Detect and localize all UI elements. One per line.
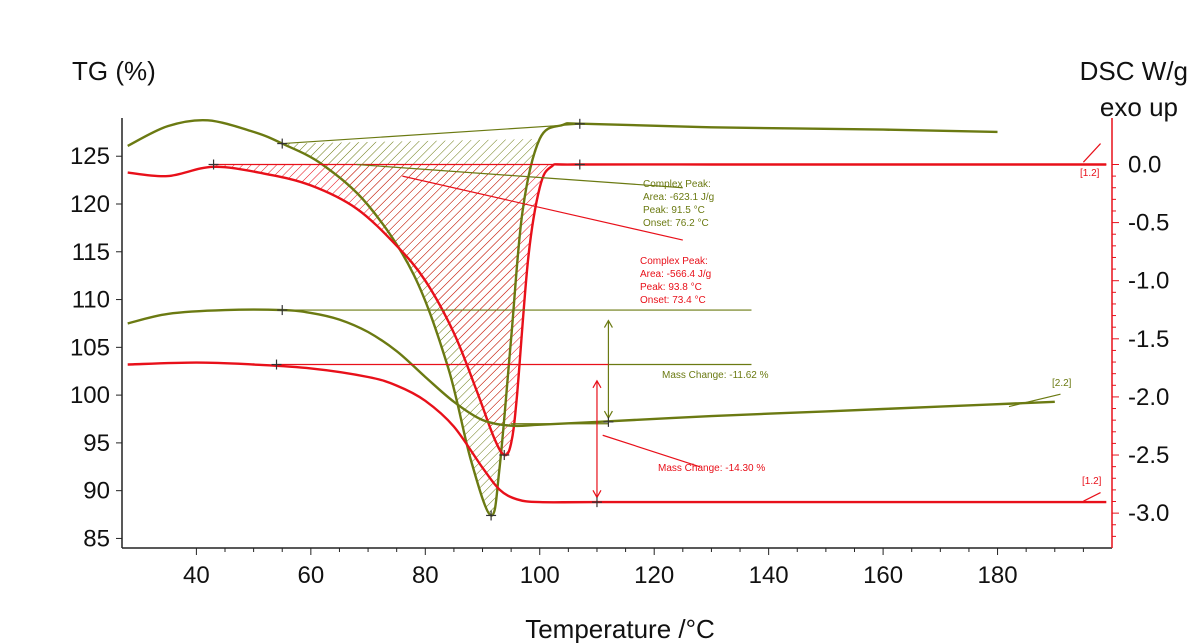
x-tick-label: 120: [634, 562, 674, 589]
olive-peak-baseline: [282, 123, 586, 145]
x-axis-label: Temperature /°C: [525, 614, 715, 643]
y-left-tick-label: 100: [70, 382, 110, 409]
y-left-label: TG (%): [72, 56, 156, 86]
red-peak-area: Area: -566.4 J/g: [640, 269, 711, 280]
y-left-tick-label: 115: [72, 239, 110, 266]
axes: 40 60 80 100 120 140 160 180 125 120 115 110 105 100 9…: [70, 118, 1169, 589]
red-tg-tag: [1.2]: [1082, 476, 1102, 487]
red-peak-peak: Peak: 93.8 °C: [640, 282, 702, 293]
y-right-tick-label: -1.5: [1128, 326, 1169, 353]
x-tick-label: 100: [520, 562, 560, 589]
y-left-tick-label: 90: [83, 478, 110, 505]
y-right-tick-label: -2.0: [1128, 384, 1169, 411]
x-tick-label: 80: [412, 562, 439, 589]
olive-mass-change: Mass Change: -11.62 %: [662, 370, 769, 381]
peak-hatch-areas: [213, 138, 575, 516]
y-left-tick-label: 85: [83, 525, 110, 552]
red-mass-leader: [602, 434, 701, 468]
red-peak-annotation: Complex Peak: Area: -566.4 J/g Peak: 93.…: [640, 256, 711, 306]
x-tick-label: 160: [863, 562, 903, 589]
red-tg-line: [127, 361, 1107, 504]
olive-tg-tag: [2.2]: [1052, 378, 1072, 389]
y-right-tick-label: -2.5: [1128, 442, 1169, 469]
y-right-tick-label: -0.5: [1128, 210, 1169, 237]
olive-peak-annotation: Complex Peak: Area: -623.1 J/g Peak: 91.…: [643, 179, 714, 229]
olive-peak-peak: Peak: 91.5 °C: [643, 205, 705, 216]
x-tick-label: 60: [297, 562, 324, 589]
red-dsc-tag-leader: [1082, 143, 1101, 163]
olive-dsc-line: [127, 118, 998, 517]
y-right-tick-label: 0.0: [1128, 151, 1161, 178]
y-left-tick-label: 120: [70, 191, 110, 218]
olive-peak-area: Area: -623.1 J/g: [643, 192, 714, 203]
red-peak-hatch: [213, 164, 575, 456]
y-left-tick-label: 95: [83, 430, 110, 457]
x-tick-label: 140: [749, 562, 789, 589]
red-peak-onset: Onset: 73.4 °C: [640, 295, 706, 306]
olive-peak-leader: [356, 163, 683, 189]
mass-arrowhead: [603, 319, 613, 328]
red-peak-title: Complex Peak:: [640, 256, 708, 267]
x-tick-label: 180: [978, 562, 1018, 589]
mass-arrowhead: [592, 379, 602, 389]
olive-tg-tag-leader: [1008, 393, 1061, 408]
red-dsc-tag: [1.2]: [1080, 168, 1100, 179]
olive-peak-onset: Onset: 76.2 °C: [643, 218, 709, 229]
y-right-label-line2: exo up: [1100, 92, 1178, 122]
y-right-tick-label: -3.0: [1128, 500, 1169, 527]
olive-tg-line: [127, 308, 1055, 428]
series-lines: [127, 118, 1107, 517]
y-left-tick-label: 105: [70, 334, 110, 361]
y-left-tick-label: 110: [72, 287, 110, 314]
y-right-tick-label: -1.0: [1128, 268, 1169, 295]
y-left-tick-label: 125: [70, 143, 110, 170]
olive-peak-title: Complex Peak:: [643, 179, 711, 190]
x-tick-label: 40: [183, 562, 210, 589]
y-right-label-line1: DSC W/g: [1080, 56, 1188, 86]
annotations: [208, 118, 1107, 521]
red-tg-tag-leader: [1083, 492, 1101, 502]
red-peak-leader: [402, 175, 683, 241]
red-mass-change: Mass Change: -14.30 %: [658, 463, 765, 474]
